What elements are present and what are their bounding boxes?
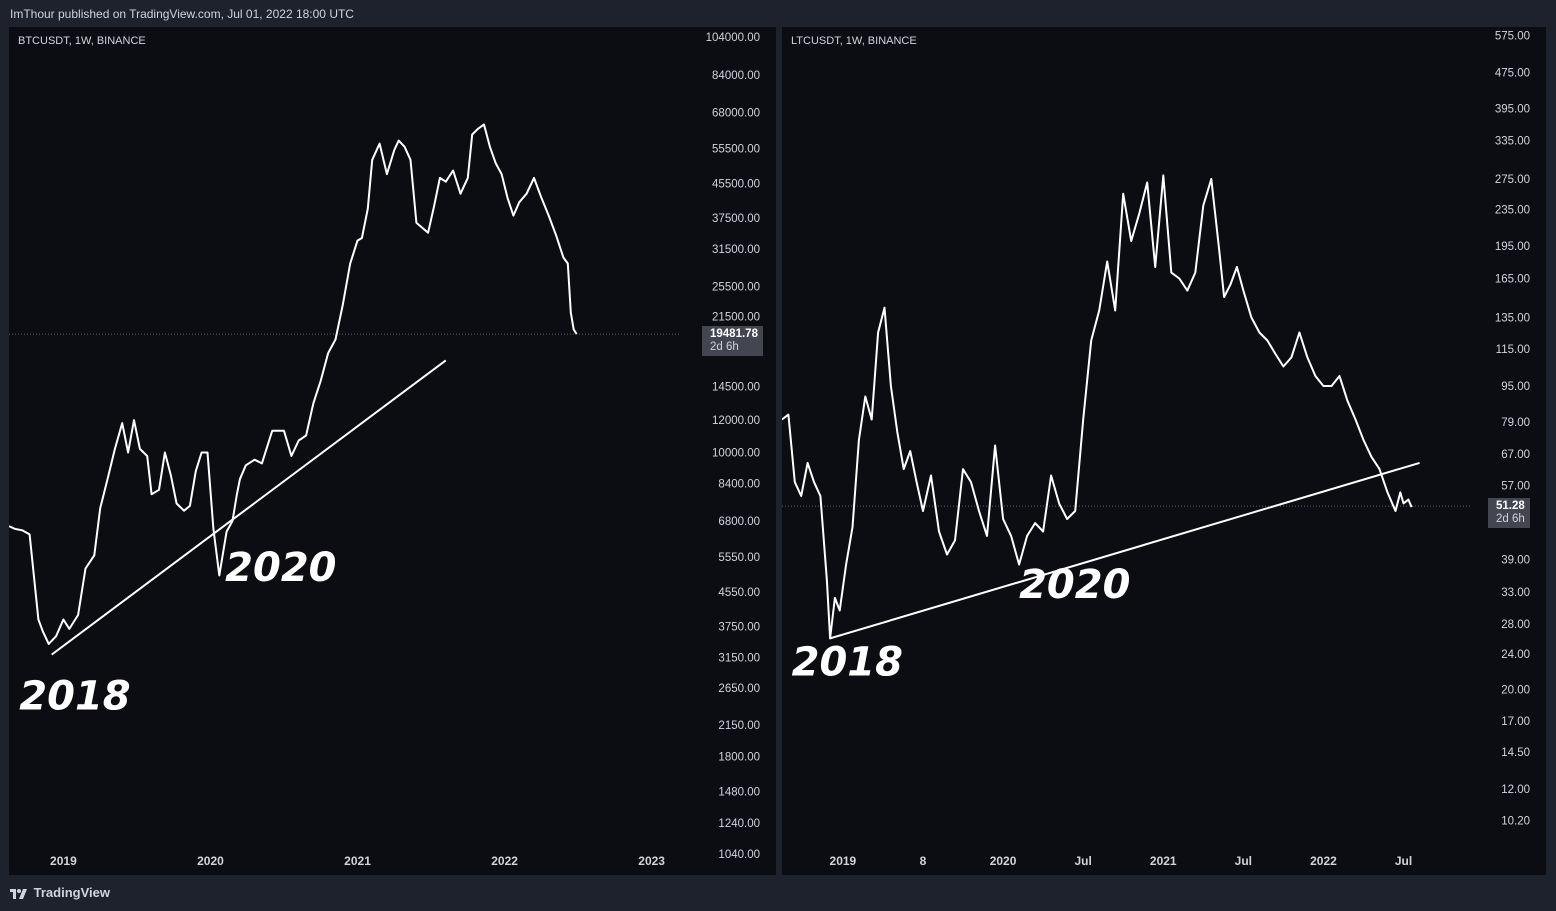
btc-y-tick-label: 1800.00 — [718, 752, 760, 764]
ltc-y-tick-label: 14.50 — [1501, 747, 1530, 759]
ltc-y-tick-label: 235.00 — [1495, 205, 1530, 217]
btc-y-tick-label: 84000.00 — [712, 70, 760, 82]
ltc-y-tick-label: 20.00 — [1501, 684, 1530, 696]
btc-y-tick-label: 104000.00 — [706, 32, 760, 44]
ltc-y-tick-label: 335.00 — [1495, 136, 1530, 148]
btc-last-price: 19481.78 — [710, 328, 758, 341]
btc-chart-svg[interactable]: 104000.00 84000.00 68000.00 55500.00 45500.0… — [9, 27, 776, 875]
ltc-y-tick-label: 275.00 — [1495, 174, 1530, 186]
ltc-y-tick-label: 39.00 — [1501, 554, 1530, 566]
btc-y-tick-label: 12000.00 — [712, 415, 760, 427]
ltc-y-tick-label: 115.00 — [1496, 344, 1530, 356]
btc-x-tick-label: 2020 — [197, 854, 224, 868]
ltc-x-tick-label: 2022 — [1310, 854, 1337, 868]
btc-annotation-2020: 2020 — [225, 545, 336, 591]
ltc-y-tick-label: 33.00 — [1501, 587, 1530, 599]
ltc-x-tick-label: 2020 — [990, 854, 1017, 868]
ltc-y-tick-label: 165.00 — [1495, 273, 1530, 285]
btc-x-tick-label: 2023 — [638, 854, 665, 868]
btc-chart-panel[interactable]: 104000.00 84000.00 68000.00 55500.00 45500.0… — [9, 27, 776, 875]
ltc-y-tick-label: 10.20 — [1501, 816, 1530, 828]
ltc-x-tick-label: 2021 — [1150, 854, 1177, 868]
btc-y-tick-label: 1040.00 — [718, 849, 760, 861]
btc-y-tick-label: 14500.00 — [712, 382, 760, 394]
ltc-price-line — [782, 174, 1413, 640]
btc-y-tick-label: 10000.00 — [712, 447, 760, 459]
ltc-symbol-label: LTCUSDT, 1W, BINANCE — [791, 35, 917, 47]
ltc-x-tick-label: 2019 — [830, 854, 857, 868]
ltc-trendline — [829, 461, 1420, 640]
btc-countdown: 2d 6h — [710, 341, 739, 354]
btc-y-tick-label: 37500.00 — [712, 213, 760, 225]
ltc-countdown: 2d 6h — [1496, 513, 1525, 526]
btc-price-tag: 19481.78 2d 6h — [702, 326, 763, 357]
btc-y-tick-label: 5550.00 — [718, 552, 760, 564]
btc-y-tick-label: 31500.00 — [712, 244, 760, 256]
btc-y-tick-label: 6800.00 — [718, 516, 760, 528]
ltc-annotation-2018: 2018 — [792, 639, 903, 685]
btc-y-tick-label: 2150.00 — [718, 720, 760, 732]
tradingview-logo-icon — [10, 888, 27, 899]
ltc-annotation-2020: 2020 — [1019, 562, 1130, 608]
btc-annotation-2018: 2018 — [19, 673, 130, 719]
btc-y-tick-label: 3150.00 — [718, 652, 760, 664]
ltc-y-tick-label: 395.00 — [1495, 103, 1530, 115]
ltc-x-tick-label: Jul — [1235, 854, 1252, 868]
ltc-last-price: 51.28 — [1496, 500, 1525, 513]
btc-y-tick-label: 1240.00 — [718, 818, 760, 830]
btc-x-tick-label: 2021 — [344, 854, 371, 868]
ltc-chart-panel[interactable]: 575.00 475.00 395.00 335.00 275.00 235.00 195.… — [782, 27, 1546, 875]
publisher-text: ImThour published on TradingView.com, Ju… — [10, 7, 354, 21]
btc-y-tick-label: 45500.00 — [712, 179, 760, 191]
ltc-x-tick-label: 8 — [920, 854, 927, 868]
btc-y-tick-label: 8400.00 — [718, 478, 760, 490]
btc-x-tick-label: 2019 — [50, 854, 77, 868]
ltc-y-tick-label: 135.00 — [1495, 313, 1530, 325]
btc-y-tick-label: 2650.00 — [718, 683, 760, 695]
btc-y-tick-label: 55500.00 — [712, 143, 760, 155]
btc-y-tick-label: 68000.00 — [712, 107, 760, 119]
ltc-y-tick-label: 79.00 — [1501, 417, 1530, 429]
ltc-price-tag: 51.28 2d 6h — [1488, 498, 1530, 529]
ltc-y-tick-label: 24.00 — [1501, 649, 1530, 661]
ltc-x-tick-label: Jul — [1074, 854, 1091, 868]
btc-trendline — [51, 359, 447, 656]
btc-y-tick-label: 25500.00 — [712, 281, 760, 293]
ltc-chart-svg[interactable]: 575.00 475.00 395.00 335.00 275.00 235.00 195.… — [782, 27, 1546, 875]
ltc-y-tick-label: 28.00 — [1501, 619, 1530, 631]
btc-symbol-label: BTCUSDT, 1W, BINANCE — [18, 35, 146, 47]
footer-bar: TradingView — [0, 877, 1556, 911]
btc-y-tick-label: 3750.00 — [718, 621, 760, 633]
ltc-y-tick-label: 12.00 — [1501, 784, 1530, 796]
ltc-y-tick-label: 95.00 — [1501, 381, 1530, 393]
btc-x-tick-label: 2022 — [491, 854, 518, 868]
ltc-y-tick-label: 475.00 — [1495, 68, 1530, 80]
btc-y-tick-label: 21500.00 — [712, 312, 760, 324]
ltc-y-tick-label: 17.00 — [1501, 716, 1530, 728]
ltc-y-tick-label: 57.00 — [1501, 480, 1530, 492]
tradingview-logo[interactable]: TradingView — [10, 877, 110, 909]
btc-y-tick-label: 4550.00 — [718, 587, 760, 599]
tradingview-brand: TradingView — [33, 885, 110, 900]
ltc-y-tick-label: 67.00 — [1501, 449, 1530, 461]
ltc-y-tick-label: 195.00 — [1495, 241, 1530, 253]
publisher-header: ImThour published on TradingView.com, Ju… — [0, 0, 1556, 26]
ltc-y-tick-label: 575.00 — [1495, 30, 1530, 42]
ltc-x-tick-label: Jul — [1395, 854, 1412, 868]
btc-y-tick-label: 1480.00 — [718, 786, 760, 798]
